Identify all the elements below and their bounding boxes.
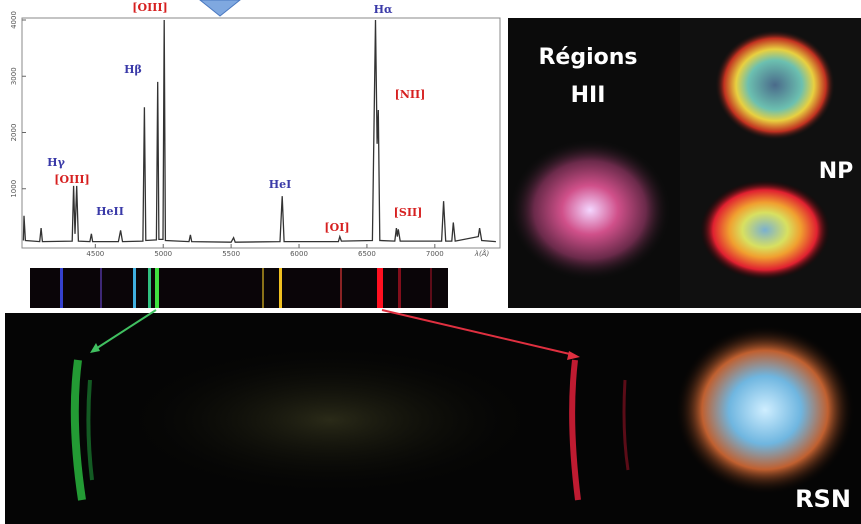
x-tick-label: 4500 <box>86 250 104 258</box>
line-label: [OI] <box>324 221 349 234</box>
hii-label: HII <box>571 83 606 108</box>
pointer <box>200 0 240 16</box>
x-axis-label: λ(Å) <box>474 249 490 258</box>
figure: 4500 5000 5500 6000 6500 7000 1000 2000 3000 4000… <box>0 0 861 524</box>
x-tick-label: 7000 <box>426 250 444 258</box>
line-label: Hγ <box>47 156 65 169</box>
hii-label: Régions <box>538 45 637 70</box>
slit-panel: RSN <box>5 313 861 524</box>
line-label: [SII] <box>394 206 423 219</box>
line-label: HeI <box>269 178 292 191</box>
x-tick-label: 5000 <box>154 250 172 258</box>
nebula-panel: Régions HII NP <box>508 18 861 308</box>
rsn-label: RSN <box>795 485 851 513</box>
spectrum-strip <box>30 268 448 308</box>
line-label: Hα <box>374 3 393 16</box>
line-label: HeII <box>96 205 124 218</box>
x-tick-label: 6000 <box>290 250 308 258</box>
line-label: [OIII] <box>54 173 89 186</box>
line-label: [OIII] <box>132 1 167 14</box>
plot-frame <box>22 18 500 248</box>
x-tick-label: 5500 <box>222 250 240 258</box>
y-tick-label: 4000 <box>10 11 18 29</box>
np-label: NP <box>819 159 854 184</box>
line-label: [NII] <box>395 88 426 101</box>
y-tick-label: 2000 <box>10 124 18 142</box>
x-tick-label: 6500 <box>358 250 376 258</box>
line-label: Hβ <box>124 63 142 76</box>
y-tick-label: 3000 <box>10 67 18 85</box>
y-tick-label: 1000 <box>10 180 18 198</box>
